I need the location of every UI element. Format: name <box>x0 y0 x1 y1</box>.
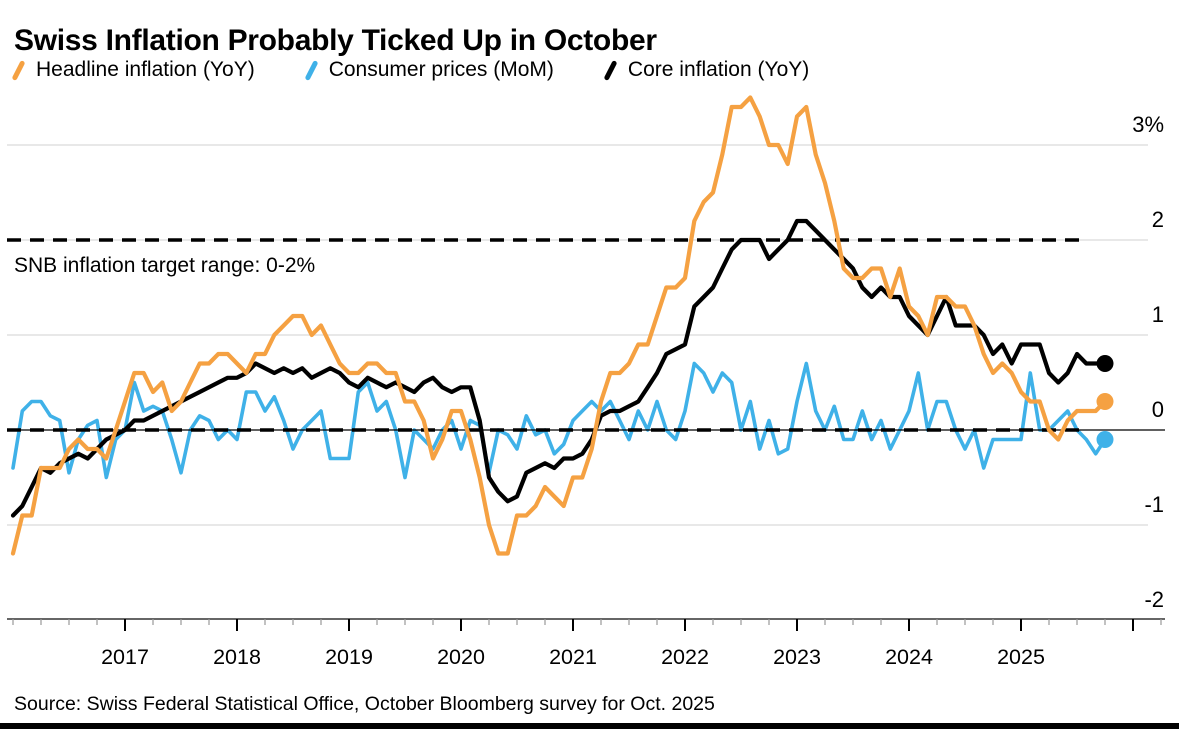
source-note: Source: Swiss Federal Statistical Office… <box>14 693 715 715</box>
legend-item-consumer-prices: Consumer prices (MoM) <box>304 58 554 82</box>
y-tick-label-neg1: -1 <box>1144 492 1164 517</box>
line-chart: 2017 2018 2019 2020 2021 2022 2023 2024 … <box>7 95 1165 669</box>
legend-label-headline: Headline inflation (YoY) <box>36 58 255 81</box>
y-tick-label-3pct: 3% <box>1132 112 1164 137</box>
y-tick-label-0: 0 <box>1152 397 1164 422</box>
y-axis-labels: 3% 2 1 0 -1 -2 <box>1132 112 1164 612</box>
series-headline-inflation <box>10 95 1108 556</box>
core-line-swatch-icon <box>603 59 618 81</box>
reference-lines <box>7 238 1165 432</box>
chart-title: Swiss Inflation Probably Ticked Up in Oc… <box>14 24 657 58</box>
series-consumer-prices-mom <box>11 361 1107 480</box>
x-tick-label-2023: 2023 <box>773 645 821 669</box>
legend-item-headline: Headline inflation (YoY) <box>11 58 255 82</box>
latest-value-dots <box>1096 355 1114 448</box>
headline-line-swatch-icon <box>11 59 26 81</box>
x-tick-label-2017: 2017 <box>101 645 149 669</box>
x-tick-label-2025: 2025 <box>997 645 1045 669</box>
x-tick-label-2018: 2018 <box>213 645 261 669</box>
consumer-prices-line-swatch-icon <box>304 59 319 81</box>
snb-target-annotation: SNB inflation target range: 0-2% <box>14 254 315 277</box>
x-tick-label-2024: 2024 <box>885 645 933 669</box>
y-tick-label-1: 1 <box>1152 302 1164 327</box>
legend-item-core: Core inflation (YoY) <box>603 58 810 82</box>
legend-label-core: Core inflation (YoY) <box>627 58 810 81</box>
bottom-divider-bar <box>0 723 1179 729</box>
x-tick-label-2019: 2019 <box>325 645 373 669</box>
x-axis: 2017 2018 2019 2020 2021 2022 2023 2024 … <box>7 618 1165 669</box>
series-core-inflation <box>10 218 1108 518</box>
x-axis-ticks <box>12 619 1162 631</box>
y-tick-label-2: 2 <box>1152 207 1164 232</box>
x-tick-label-2022: 2022 <box>661 645 709 669</box>
x-tick-label-2021: 2021 <box>549 645 597 669</box>
legend-label-consumer-prices: Consumer prices (MoM) <box>328 58 554 81</box>
x-tick-label-2020: 2020 <box>437 645 485 669</box>
y-tick-label-neg2: -2 <box>1144 587 1164 612</box>
legend: Headline inflation (YoY) Consumer prices… <box>11 58 810 82</box>
